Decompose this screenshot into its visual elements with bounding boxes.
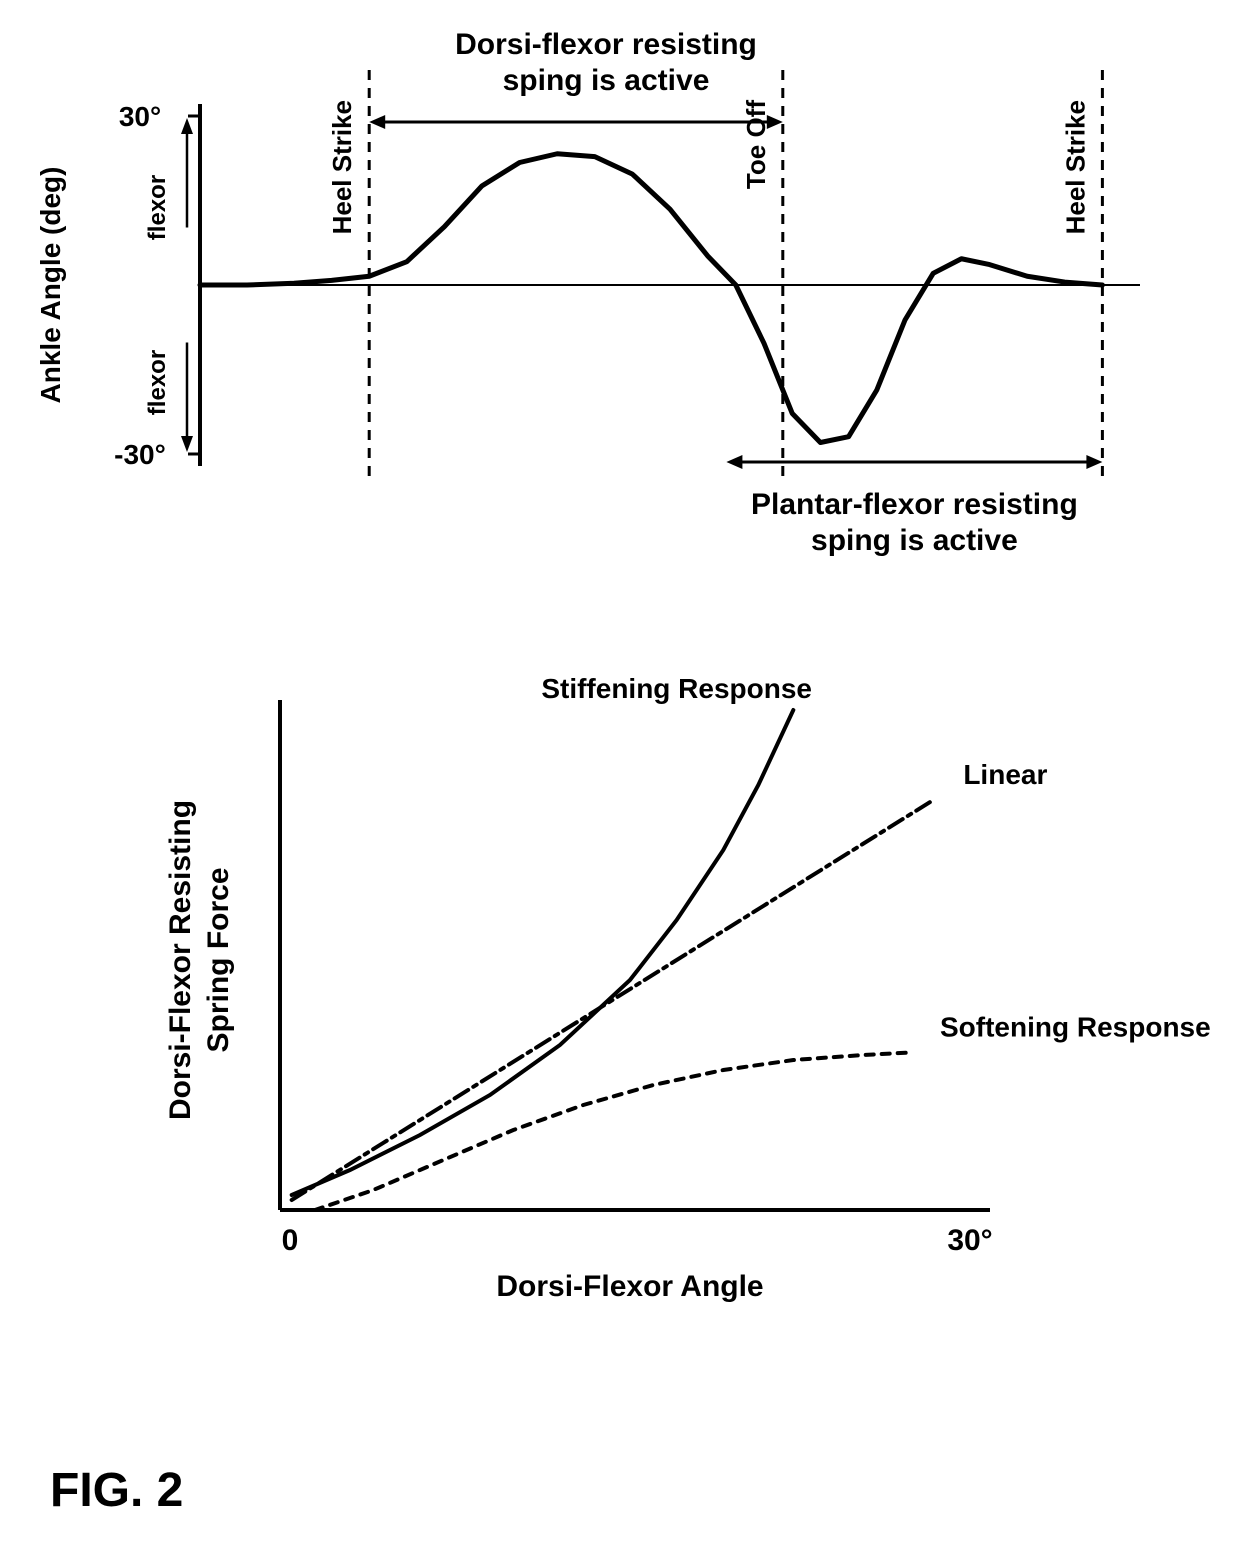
- bottom-annotation-line1: Plantar-flexor resisting: [751, 488, 1078, 521]
- ankle-angle-chart: 30° -30° Ankle Angle (deg) flexor flexor Heel…: [20, 20, 1220, 580]
- series-label-softening: Softening Response: [940, 1012, 1211, 1043]
- top-annotation-line2: sping is active: [503, 64, 710, 97]
- top-annotation-line1: Dorsi-flexor resisting: [455, 28, 757, 61]
- series-label-stiffening: Stiffening Response: [541, 673, 812, 704]
- y-axis-label-2: Spring Force: [202, 867, 235, 1052]
- series-curve: [292, 710, 794, 1195]
- series-label-linear: Linear: [963, 759, 1047, 790]
- gait-event-label: Heel Strike: [327, 100, 357, 234]
- gait-event-label: Toe Off: [741, 100, 771, 189]
- bottom-annotation-line2: sping is active: [811, 524, 1018, 557]
- y-tick-bottom: -30°: [114, 439, 166, 470]
- x-axis-label: Dorsi-Flexor Angle: [496, 1270, 763, 1303]
- gait-event-label: Heel Strike: [1060, 100, 1090, 234]
- x-tick-left: 0: [282, 1224, 299, 1257]
- y-axis-label: Ankle Angle (deg): [35, 167, 66, 404]
- y-axis-label-1: Dorsi-Flexor Resisting: [164, 800, 197, 1120]
- flexor-label-top: flexor: [144, 175, 171, 240]
- figure-container: 30° -30° Ankle Angle (deg) flexor flexor Heel…: [20, 20, 1220, 1548]
- series-curve: [292, 800, 934, 1200]
- spring-force-chart: 0 30° Dorsi-Flexor Angle Dorsi-Flexor Resis…: [20, 650, 1220, 1350]
- figure-label: FIG. 2: [50, 1463, 183, 1518]
- y-tick-top: 30°: [119, 101, 161, 132]
- x-tick-right: 30°: [947, 1224, 992, 1257]
- flexor-label-bottom: flexor: [144, 350, 171, 415]
